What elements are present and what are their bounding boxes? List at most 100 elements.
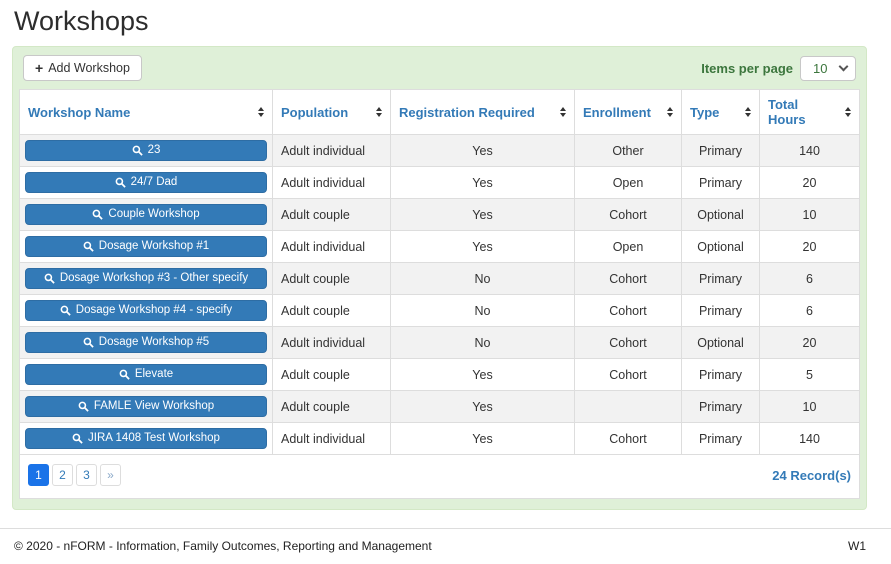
cell-total-hours: 20 <box>759 166 860 199</box>
workshop-link-button[interactable]: Dosage Workshop #1 <box>25 236 267 257</box>
search-icon <box>60 305 71 316</box>
cell-type: Primary <box>681 166 760 199</box>
items-per-page-label: Items per page <box>701 60 793 76</box>
cell-population: Adult couple <box>272 262 391 295</box>
cell-registration-required: No <box>390 294 575 327</box>
table-footer: 1 2 3» 24 Record(s) <box>19 455 860 499</box>
cell-registration-required: Yes <box>390 198 575 231</box>
items-per-page-control: Items per page 10 <box>701 55 856 81</box>
column-header-total-hours[interactable]: Total Hours <box>759 89 860 135</box>
add-workshop-button[interactable]: + Add Workshop <box>23 55 142 81</box>
workshop-name-label: Dosage Workshop #3 - Other specify <box>59 271 249 284</box>
workshop-name-label: JIRA 1408 Test Workshop <box>88 431 220 444</box>
workshop-link-button[interactable]: FAMLE View Workshop <box>25 396 267 417</box>
workshop-link-button[interactable]: Dosage Workshop #4 - specify <box>25 300 267 321</box>
sort-icon <box>667 107 673 117</box>
cell-enrollment: Open <box>574 230 682 263</box>
cell-population: Adult couple <box>272 390 391 423</box>
cell-enrollment <box>574 390 682 423</box>
workshops-panel: + Add Workshop Items per page 10 Worksho… <box>12 46 867 510</box>
workshop-link-button[interactable]: Elevate <box>25 364 267 385</box>
cell-type: Primary <box>681 422 760 455</box>
column-header-label: Registration Required <box>399 104 535 120</box>
search-icon <box>132 145 143 156</box>
workshop-name-label: 23 <box>147 143 161 156</box>
cell-population: Adult individual <box>272 166 391 199</box>
sort-icon <box>745 107 751 117</box>
cell-total-hours: 140 <box>759 422 860 455</box>
cell-total-hours: 10 <box>759 198 860 231</box>
workshop-name-label: Dosage Workshop #1 <box>98 239 210 252</box>
cell-population: Adult individual <box>272 422 391 455</box>
cell-registration-required: No <box>390 262 575 295</box>
page-button-2[interactable]: 2 <box>52 464 73 486</box>
table-body: 23 Adult individual Yes Other Primary 14… <box>19 134 860 455</box>
add-workshop-label: Add Workshop <box>48 61 130 75</box>
cell-registration-required: Yes <box>390 422 575 455</box>
record-count: 24 Record(s) <box>772 467 851 483</box>
workshop-link-button[interactable]: JIRA 1408 Test Workshop <box>25 428 267 449</box>
workshop-name-label: FAMLE View Workshop <box>93 399 215 412</box>
column-header-type[interactable]: Type <box>681 89 760 135</box>
cell-registration-required: Yes <box>390 390 575 423</box>
items-per-page-select[interactable]: 10 <box>800 55 856 81</box>
table-row: 24/7 Dad Adult individual Yes Open Prima… <box>19 166 860 199</box>
table-row: JIRA 1408 Test Workshop Adult individual… <box>19 422 860 455</box>
cell-registration-required: Yes <box>390 134 575 167</box>
cell-workshop-name: Couple Workshop <box>19 198 273 231</box>
sort-icon <box>376 107 382 117</box>
column-header-enrollment[interactable]: Enrollment <box>574 89 682 135</box>
cell-type: Optional <box>681 198 760 231</box>
cell-population: Adult individual <box>272 134 391 167</box>
column-header-label: Type <box>690 104 720 120</box>
search-icon <box>78 401 89 412</box>
cell-type: Optional <box>681 326 760 359</box>
cell-type: Primary <box>681 358 760 391</box>
cell-enrollment: Open <box>574 166 682 199</box>
workshop-name-label: Dosage Workshop #5 <box>98 335 210 348</box>
workshop-link-button[interactable]: 24/7 Dad <box>25 172 267 193</box>
column-header-workshop-name[interactable]: Workshop Name <box>19 89 273 135</box>
page-title: Workshops <box>14 6 149 36</box>
column-header-label: Population <box>281 104 349 120</box>
column-header-population[interactable]: Population <box>272 89 391 135</box>
cell-workshop-name: Dosage Workshop #5 <box>19 326 273 359</box>
column-header-registration-required[interactable]: Registration Required <box>390 89 575 135</box>
cell-total-hours: 10 <box>759 390 860 423</box>
cell-workshop-name: JIRA 1408 Test Workshop <box>19 422 273 455</box>
cell-type: Primary <box>681 134 760 167</box>
cell-enrollment: Cohort <box>574 358 682 391</box>
workshop-link-button[interactable]: 23 <box>25 140 267 161</box>
page-button-3[interactable]: 3 <box>76 464 97 486</box>
cell-type: Primary <box>681 262 760 295</box>
cell-population: Adult couple <box>272 294 391 327</box>
sort-icon <box>258 107 264 117</box>
cell-registration-required: Yes <box>390 358 575 391</box>
cell-type: Primary <box>681 294 760 327</box>
page-button-1[interactable]: 1 <box>28 464 49 486</box>
next-page-button[interactable]: » <box>100 464 121 486</box>
workshop-link-button[interactable]: Dosage Workshop #5 <box>25 332 267 353</box>
table-row: Dosage Workshop #1 Adult individual Yes … <box>19 230 860 263</box>
cell-enrollment: Cohort <box>574 326 682 359</box>
cell-workshop-name: Dosage Workshop #4 - specify <box>19 294 273 327</box>
table-header: Workshop Name Population Registration Requ… <box>19 89 860 135</box>
workshop-name-label: 24/7 Dad <box>130 175 178 188</box>
column-header-label: Total Hours <box>768 97 806 127</box>
workshop-name-label: Dosage Workshop #4 - specify <box>75 303 233 316</box>
footer-copyright: © 2020 - nFORM - Information, Family Out… <box>14 539 432 553</box>
workshop-link-button[interactable]: Dosage Workshop #3 - Other specify <box>25 268 267 289</box>
search-icon <box>44 273 55 284</box>
workshop-link-button[interactable]: Couple Workshop <box>25 204 267 225</box>
cell-registration-required: No <box>390 326 575 359</box>
cell-workshop-name: 23 <box>19 134 273 167</box>
cell-registration-required: Yes <box>390 166 575 199</box>
cell-enrollment: Cohort <box>574 262 682 295</box>
search-icon <box>83 241 94 252</box>
search-icon <box>83 337 94 348</box>
cell-type: Primary <box>681 390 760 423</box>
table-row: Elevate Adult couple Yes Cohort Primary … <box>19 358 860 391</box>
search-icon <box>92 209 104 220</box>
cell-enrollment: Other <box>574 134 682 167</box>
cell-total-hours: 6 <box>759 294 860 327</box>
